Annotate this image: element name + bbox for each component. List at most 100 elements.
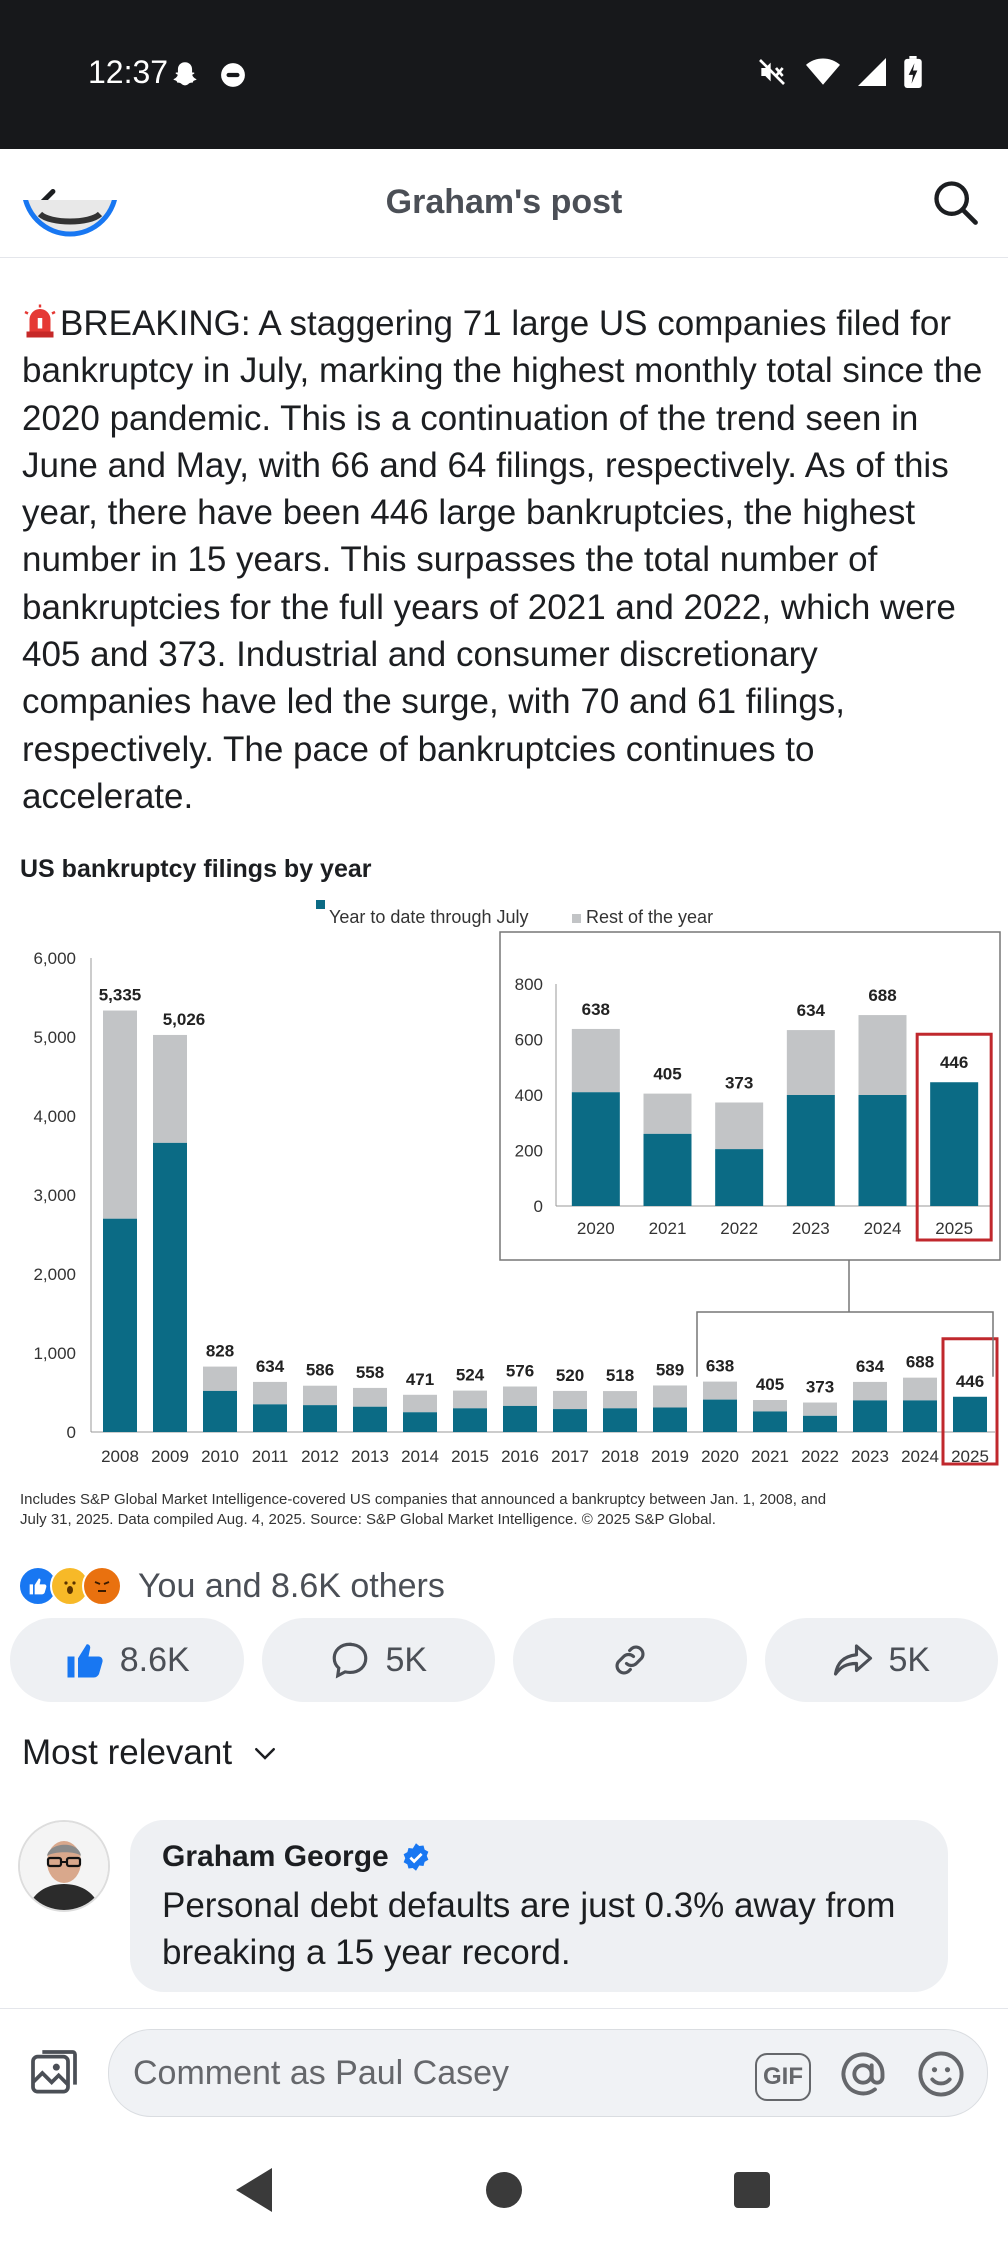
- bar-year-to-date: [253, 1404, 287, 1432]
- bar-total-label: 520: [556, 1366, 584, 1385]
- x-tick-label: 2019: [651, 1447, 689, 1466]
- bar-rest-of-year: [353, 1387, 387, 1407]
- inset-bar-total-label: 373: [725, 1073, 753, 1092]
- mute-icon: [756, 56, 788, 93]
- legend-swatch-rest: [572, 914, 581, 923]
- comment-author-name[interactable]: Graham George: [162, 1840, 389, 1873]
- comment-count: 5K: [385, 1640, 428, 1679]
- bar-total-label: 405: [756, 1375, 784, 1394]
- inset-bar-total-label: 634: [797, 1001, 826, 1020]
- add-photo-button[interactable]: [26, 2045, 82, 2101]
- inset-bar-year-to-date: [643, 1133, 692, 1206]
- bar-rest-of-year: [503, 1386, 537, 1406]
- inset-x-tick-label: 2023: [792, 1219, 830, 1238]
- comment-bubble[interactable]: Graham George Personal debt defaults are…: [130, 1820, 948, 1992]
- inset-bar-year-to-date: [786, 1095, 835, 1206]
- bar-total-label: 576: [506, 1361, 534, 1380]
- snapchat-icon: [168, 58, 202, 97]
- x-tick-label: 2009: [151, 1447, 189, 1466]
- comment-sort-dropdown[interactable]: Most relevant: [22, 1733, 280, 1773]
- legend-label-ytd: Year to date through July: [329, 907, 528, 927]
- app-header: Graham's post: [0, 149, 1008, 258]
- comment-input[interactable]: Comment as Paul Casey GIF: [108, 2029, 988, 2117]
- reactions-summary[interactable]: You and 8.6K others: [18, 1565, 445, 1607]
- search-button[interactable]: [930, 177, 982, 229]
- bar-year-to-date: [103, 1218, 137, 1432]
- inset-bar-year-to-date: [930, 1082, 979, 1206]
- legend-label-rest: Rest of the year: [586, 907, 713, 927]
- x-tick-label: 2008: [101, 1447, 139, 1466]
- comment-button[interactable]: 5K: [261, 1618, 495, 1702]
- inset-bar-year-to-date: [571, 1092, 620, 1206]
- bar-total-label: 586: [306, 1361, 334, 1380]
- wifi-icon: [806, 57, 840, 92]
- bar-year-to-date: [353, 1406, 387, 1432]
- bar-year-to-date: [853, 1400, 887, 1432]
- like-button[interactable]: 8.6K: [10, 1618, 244, 1702]
- bar-total-label: 638: [706, 1357, 734, 1376]
- status-time: 12:37: [88, 54, 169, 90]
- commenter-avatar[interactable]: [18, 1820, 110, 1912]
- inset-bar-rest-of-year: [571, 1028, 620, 1093]
- system-nav-bar: [0, 2126, 1008, 2244]
- emoji-button[interactable]: [915, 2048, 967, 2105]
- inset-y-tick-label: 0: [534, 1197, 543, 1216]
- recents-nav-button[interactable]: [734, 2172, 770, 2208]
- verified-badge-icon: [403, 1843, 429, 1871]
- highlight-box-2025: [941, 1337, 999, 1466]
- bar-year-to-date: [303, 1405, 337, 1432]
- bar-year-to-date: [153, 1142, 187, 1432]
- comment-bubble-icon: [333, 1642, 368, 1679]
- x-tick-label: 2011: [252, 1447, 289, 1466]
- y-tick-label: 2,000: [33, 1265, 76, 1284]
- post-actions: 8.6K 5K 5K: [10, 1618, 998, 1702]
- gif-button[interactable]: GIF: [755, 2052, 811, 2101]
- bar-rest-of-year: [553, 1390, 587, 1410]
- home-nav-button[interactable]: [486, 2172, 522, 2208]
- x-tick-label: 2012: [301, 1447, 339, 1466]
- chart-image[interactable]: US bankruptcy filings by year Year to dat…: [0, 842, 1008, 1542]
- bar-rest-of-year: [203, 1366, 237, 1391]
- inset-bar-total-label: 405: [653, 1065, 681, 1084]
- x-tick-label: 2023: [851, 1447, 889, 1466]
- x-tick-label: 2025: [951, 1447, 989, 1466]
- inset-bar-year-to-date: [715, 1149, 764, 1206]
- wow-reaction-icon: [50, 1566, 90, 1606]
- copy-link-button[interactable]: [513, 1618, 747, 1702]
- bar-rest-of-year: [903, 1377, 937, 1401]
- x-tick-label: 2020: [701, 1447, 739, 1466]
- inset-highlight-box-2025: [915, 1032, 993, 1242]
- bar-year-to-date: [503, 1405, 537, 1432]
- bar-total-label: 518: [606, 1366, 634, 1385]
- y-tick-label: 6,000: [33, 949, 76, 968]
- bar-year-to-date: [603, 1408, 637, 1432]
- link-icon: [615, 1645, 645, 1675]
- inset-bar-rest-of-year: [858, 1015, 907, 1095]
- x-tick-label: 2016: [501, 1447, 539, 1466]
- inset-bar-total-label: 688: [868, 986, 896, 1005]
- bar-total-label: 471: [406, 1370, 434, 1389]
- mention-button[interactable]: [837, 2048, 889, 2105]
- inset-bar-total-label: 446: [940, 1053, 968, 1072]
- comment-composer: Comment as Paul Casey GIF: [0, 2008, 1008, 2127]
- inset-bar-rest-of-year: [715, 1102, 764, 1150]
- back-nav-button[interactable]: [236, 2168, 272, 2212]
- battery-icon: [904, 56, 922, 93]
- chevron-down-icon: [255, 1748, 276, 1760]
- bar-year-to-date: [953, 1396, 987, 1432]
- post-author-avatar[interactable]: [22, 200, 118, 286]
- bar-rest-of-year: [603, 1391, 637, 1409]
- bar-total-label: 373: [806, 1378, 834, 1397]
- search-icon: [934, 181, 978, 225]
- bar-rest-of-year: [253, 1381, 287, 1405]
- bar-total-label: 5,335: [99, 986, 142, 1005]
- share-count: 5K: [888, 1640, 931, 1679]
- messenger-app-icon: [220, 62, 246, 93]
- x-tick-label: 2013: [351, 1447, 389, 1466]
- bar-year-to-date: [453, 1408, 487, 1432]
- inset-x-tick-label: 2024: [864, 1219, 902, 1238]
- share-button[interactable]: 5K: [764, 1618, 998, 1702]
- smiley-icon: [918, 2051, 964, 2097]
- x-tick-label: 2022: [801, 1447, 839, 1466]
- bar-rest-of-year: [703, 1381, 737, 1400]
